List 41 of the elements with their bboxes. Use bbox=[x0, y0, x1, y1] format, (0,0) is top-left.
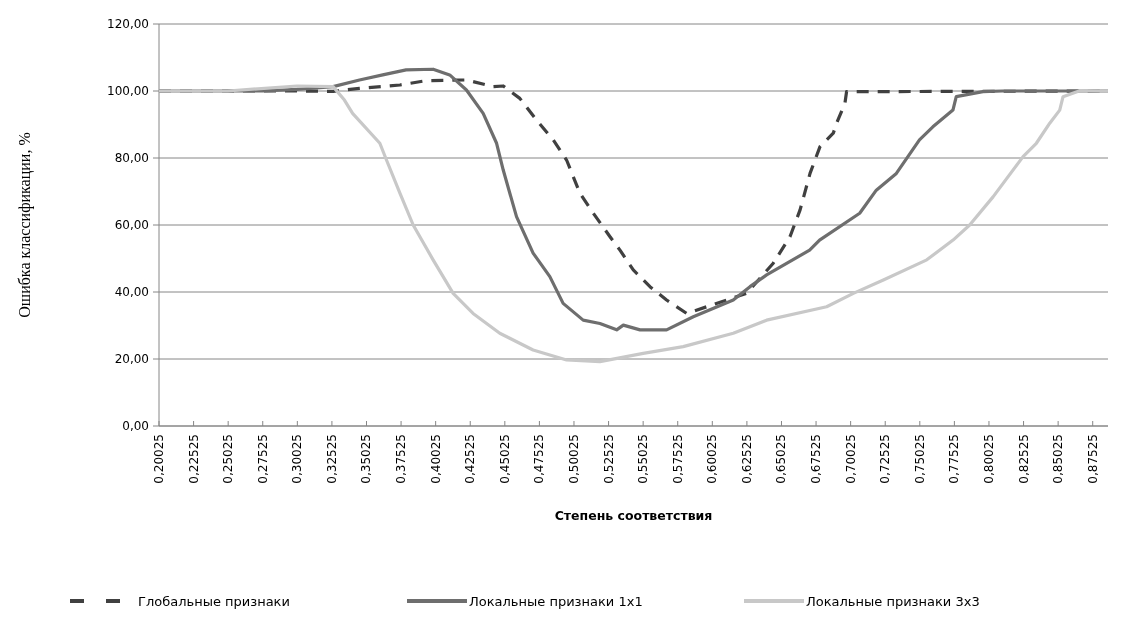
x-tick-label: 0,37525 bbox=[394, 434, 409, 484]
y-tick-label: 120,00 bbox=[107, 17, 149, 31]
x-tick-label: 0,47525 bbox=[532, 434, 547, 484]
y-tick-label: 80,00 bbox=[114, 151, 149, 165]
x-tick-label: 0,67525 bbox=[809, 434, 824, 484]
x-tick-label: 0,27525 bbox=[255, 434, 270, 484]
y-tick-label: 100,00 bbox=[107, 84, 149, 98]
x-tick-label: 0,82525 bbox=[1016, 434, 1031, 484]
x-tick-label: 0,85025 bbox=[1051, 434, 1066, 484]
x-tick-label: 0,45025 bbox=[497, 434, 512, 484]
x-tick-label: 0,22525 bbox=[186, 434, 201, 484]
x-tick-label: 0,35025 bbox=[359, 434, 374, 484]
legend-label: Глобальные признаки bbox=[138, 594, 290, 609]
x-tick-label: 0,55025 bbox=[636, 434, 651, 484]
y-tick-label: 60,00 bbox=[114, 218, 149, 232]
x-tick-label: 0,70025 bbox=[843, 434, 858, 484]
legend-label: Локальные признаки 1x1 bbox=[469, 594, 643, 609]
x-tick-label: 0,75025 bbox=[912, 434, 927, 484]
x-tick-label: 0,20025 bbox=[152, 434, 166, 484]
x-tick-label: 0,42525 bbox=[463, 434, 478, 484]
x-tick-label: 0,30025 bbox=[290, 434, 305, 484]
x-tick-label: 0,40025 bbox=[428, 434, 443, 484]
x-tick-label: 0,52525 bbox=[601, 434, 616, 484]
x-axis-title: Степень соответствия bbox=[554, 508, 713, 523]
x-tick-label: 0,25025 bbox=[221, 434, 236, 484]
line-series bbox=[157, 84, 1110, 364]
x-tick-label: 0,77525 bbox=[947, 434, 962, 484]
x-tick-label: 0,60025 bbox=[705, 434, 720, 484]
x-tick-label: 0,50025 bbox=[566, 434, 581, 484]
x-tick-label: 0,87525 bbox=[1085, 434, 1100, 484]
x-tick-label: 0,57525 bbox=[670, 434, 685, 484]
x-tick-label: 0,62525 bbox=[739, 434, 754, 484]
x-tick-label: 0,80025 bbox=[981, 434, 996, 484]
y-tick-label: 40,00 bbox=[114, 285, 149, 299]
x-tick-label: 0,72525 bbox=[878, 434, 893, 484]
x-tick-label: 0,32525 bbox=[324, 434, 339, 484]
y-tick-label: 0,00 bbox=[122, 419, 149, 433]
y-tick-label: 20,00 bbox=[114, 352, 149, 366]
x-tick-label: 0,65025 bbox=[774, 434, 789, 484]
legend-label: Локальные признаки 3x3 bbox=[806, 594, 980, 609]
y-axis-title: Ошибка классификации, % bbox=[16, 132, 34, 318]
